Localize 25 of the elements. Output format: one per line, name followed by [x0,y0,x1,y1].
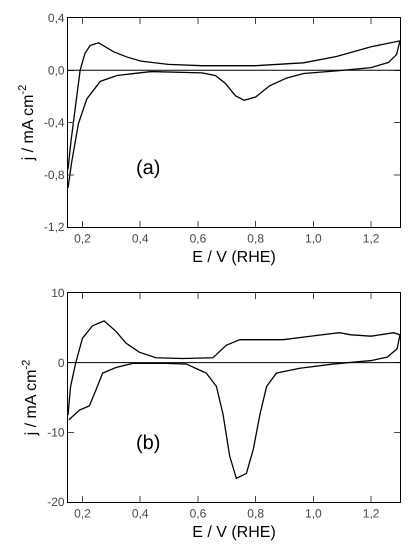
x-tick-label: 0,6 [190,231,207,246]
x-tick-label: 0,4 [132,506,149,520]
y-tick-label: 10 [51,286,65,300]
x-tick-label: 0,8 [247,231,264,246]
annotation: (a) [136,157,160,179]
y-tick-label: -1,2 [44,220,65,234]
y-tick-label: -0,4 [44,116,65,130]
x-tick-label: 0,2 [74,506,92,520]
x-tick-label: 0,4 [132,231,149,246]
x-axis-title: E / V (RHE) [192,524,276,542]
x-axis-title: E / V (RHE) [192,249,276,266]
y-tick-label: -10 [47,426,65,440]
y-tick-label: -0,8 [44,168,65,182]
x-tick-label: 0,6 [190,506,207,520]
y-tick-label: 0,4 [48,11,65,26]
x-tick-label: 0,2 [74,231,92,246]
x-tick-label: 1,0 [305,506,322,520]
x-tick-label: 1,0 [305,231,322,246]
y-tick-label: 0 [58,356,65,370]
x-tick-label: 0,8 [247,506,264,520]
y-tick-label: 0,0 [48,63,65,78]
y-tick-label: -20 [47,495,65,510]
x-tick-label: 1,2 [362,231,380,246]
x-tick-label: 1,2 [362,506,380,520]
annotation: (b) [136,432,160,454]
